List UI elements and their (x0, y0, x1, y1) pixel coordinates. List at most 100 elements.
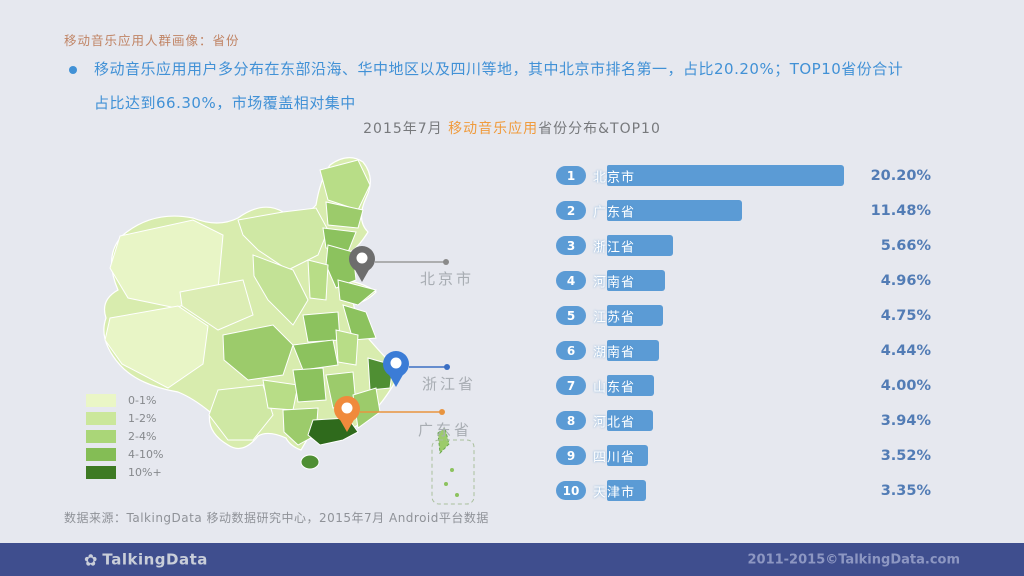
map-label-beijing: 北京市 (420, 270, 475, 288)
legend-swatch-10plus (86, 465, 116, 479)
rank-badge: 2 (556, 201, 586, 220)
province-label: 广东省 (593, 205, 636, 220)
bar (607, 480, 646, 501)
rank-badge: 9 (556, 446, 586, 465)
legend-swatch-4-10 (86, 447, 116, 461)
province-label: 湖南省 (593, 345, 636, 360)
page-title: 移动音乐应用人群画像：省份 (64, 33, 240, 48)
bullet-icon (69, 66, 77, 74)
south-china-sea-islands (444, 468, 459, 497)
legend-label: 0-1% (128, 393, 157, 407)
province-patches (104, 159, 394, 446)
bar (607, 200, 742, 221)
province-label: 江苏省 (593, 310, 636, 325)
bar (607, 410, 653, 431)
legend-swatch-0-1 (86, 393, 116, 407)
hainan-island (300, 454, 320, 470)
percent-value: 11.48% (870, 202, 931, 219)
province-label: 四川省 (593, 450, 636, 465)
bar (607, 270, 665, 291)
map-legend: 0-1% 1-2% 2-4% 4-10% 10%+ (86, 391, 163, 481)
chart-title-suffix: 省份分布&TOP10 (538, 121, 661, 137)
bar (607, 305, 663, 326)
legend-label: 10%+ (128, 465, 162, 479)
south-china-sea-box (431, 439, 475, 505)
bar-area: 山东省 (593, 375, 948, 396)
bar (607, 375, 654, 396)
rank-row: 5 江苏省 4.75% (556, 298, 948, 333)
percent-value: 20.20% (870, 167, 931, 184)
bar-area: 天津市 (593, 480, 948, 501)
rank-badge: 7 (556, 376, 586, 395)
legend-label: 2-4% (128, 429, 157, 443)
legend-swatch-1-2 (86, 411, 116, 425)
rank-badge: 4 (556, 271, 586, 290)
bar-area: 浙江省 (593, 235, 948, 256)
data-source-note: 数据来源：TalkingData 移动数据研究中心，2015年7月 Androi… (64, 511, 489, 525)
province-label: 浙江省 (593, 240, 636, 255)
province-label: 河南省 (593, 275, 636, 290)
percent-value: 4.00% (880, 377, 931, 394)
percent-value: 3.94% (880, 412, 931, 429)
legend-swatch-2-4 (86, 429, 116, 443)
percent-value: 3.35% (880, 482, 931, 499)
chart-title: 2015年7月 移动音乐应用省份分布&TOP10 (0, 118, 1024, 138)
rank-badge: 5 (556, 306, 586, 325)
legend-label: 4-10% (128, 447, 164, 461)
copyright-text: 2011-2015©TalkingData.com (747, 552, 960, 567)
top10-ranking: 1 北京市 20.20% 2 广东省 11.48% 3 浙江省 5.66% 4 河南省 4.96… (556, 158, 948, 508)
rank-badge: 10 (556, 481, 586, 500)
bar (607, 235, 673, 256)
rank-badge: 8 (556, 411, 586, 430)
legend-item: 1-2% (86, 409, 163, 427)
bar-area: 湖南省 (593, 340, 948, 361)
rank-row: 3 浙江省 5.66% (556, 228, 948, 263)
rank-row: 1 北京市 20.20% (556, 158, 948, 193)
bar-area: 河南省 (593, 270, 948, 291)
bullet-text-line2: 占比达到66.30%，市场覆盖相对集中 (94, 94, 356, 112)
zhejiang-pin-icon (383, 351, 409, 387)
map-label-guangdong: 广东省 (418, 421, 473, 439)
bullet-text-line1: 移动音乐应用用户多分布在东部沿海、华中地区以及四川等地，其中北京市排名第一，占比… (94, 60, 904, 78)
china-map-svg (103, 157, 475, 505)
percent-value: 4.75% (880, 307, 931, 324)
bar (607, 340, 659, 361)
legend-label: 1-2% (128, 411, 157, 425)
chart-title-highlight: 移动音乐应用 (448, 121, 539, 137)
rank-row: 7 山东省 4.00% (556, 368, 948, 403)
guangdong-pin-icon (334, 396, 360, 432)
bar-area: 广东省 (593, 200, 948, 221)
map-label-zhejiang: 浙江省 (422, 375, 477, 393)
rank-row: 2 广东省 11.48% (556, 193, 948, 228)
talkingdata-logo-text: TalkingData (102, 550, 208, 569)
talkingdata-logo: ✿ TalkingData (84, 550, 208, 569)
rank-badge: 6 (556, 341, 586, 360)
legend-item: 4-10% (86, 445, 163, 463)
rank-row: 6 湖南省 4.44% (556, 333, 948, 368)
percent-value: 5.66% (880, 237, 931, 254)
taiwan-island (437, 427, 450, 455)
percent-value: 4.44% (880, 342, 931, 359)
province-label: 河北省 (593, 415, 636, 430)
rank-row: 8 河北省 3.94% (556, 403, 948, 438)
bar-area: 四川省 (593, 445, 948, 466)
rank-badge: 3 (556, 236, 586, 255)
footer-bar: ✿ TalkingData 2011-2015©TalkingData.com (0, 543, 1024, 576)
bar-area: 河北省 (593, 410, 948, 431)
rank-row: 9 四川省 3.52% (556, 438, 948, 473)
bar-area: 江苏省 (593, 305, 948, 326)
province-label: 天津市 (593, 485, 636, 500)
beijing-pin-icon (349, 246, 375, 282)
bar (607, 165, 844, 186)
china-map (58, 140, 480, 518)
bar (607, 445, 648, 466)
province-label: 山东省 (593, 380, 636, 395)
pin-leader-lines (360, 259, 450, 415)
talkingdata-logo-icon: ✿ (84, 550, 98, 569)
chart-title-prefix: 2015年7月 (363, 121, 449, 137)
rank-row: 4 河南省 4.96% (556, 263, 948, 298)
rank-badge: 1 (556, 166, 586, 185)
legend-item: 10%+ (86, 463, 163, 481)
legend-item: 2-4% (86, 427, 163, 445)
